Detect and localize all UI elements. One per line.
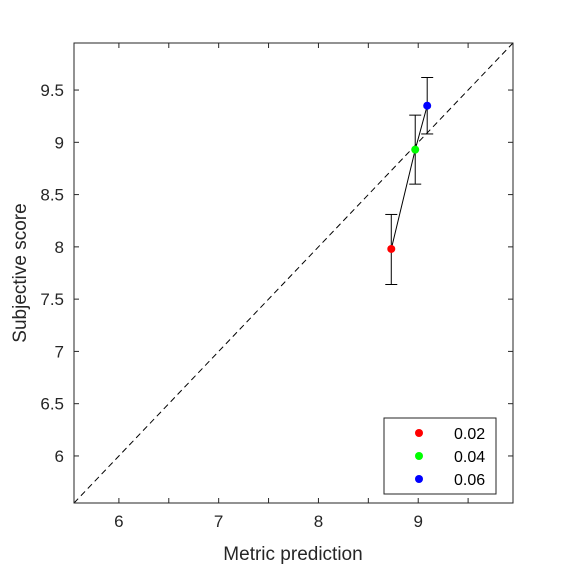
y-tick-label: 9	[55, 133, 64, 152]
data-point-0.02	[387, 244, 396, 253]
legend-label: 0.06	[454, 472, 485, 489]
legend-box	[383, 417, 497, 495]
y-tick-label: 7	[55, 342, 64, 361]
legend-label: 0.02	[454, 426, 485, 443]
y-tick-label: 9.5	[40, 81, 64, 100]
series-layer	[385, 77, 434, 285]
x-tick-label: 7	[214, 512, 223, 531]
x-tick-label: 6	[114, 512, 123, 531]
y-tick-label: 8	[55, 238, 64, 257]
y-axis-label: Subjective score	[10, 203, 31, 342]
axis-layer	[73, 42, 514, 504]
reference-layer	[73, 42, 514, 504]
legend-marker-0.02	[415, 429, 423, 437]
y-tick-label: 6	[55, 447, 64, 466]
x-tick-label: 9	[413, 512, 422, 531]
tick-label-layer: 6 7 8 9 6 6.5 7 7.5 8 8.5 9 9.5	[40, 81, 423, 531]
legend-marker-0.04	[415, 452, 423, 460]
y-tick-label: 6.5	[40, 395, 64, 414]
legend-marker-0.06	[415, 475, 423, 483]
reference-line	[73, 42, 514, 504]
axes-box	[73, 42, 514, 504]
x-tick-label: 8	[314, 512, 323, 531]
legend-label: 0.04	[454, 449, 485, 466]
legend: 0.02 0.04 0.06	[383, 417, 497, 495]
y-tick-label: 8.5	[40, 186, 64, 205]
y-tick-label: 7.5	[40, 290, 64, 309]
x-axis-label: Metric prediction	[223, 544, 362, 565]
data-point-0.06	[423, 101, 432, 110]
data-point-0.04	[411, 145, 420, 154]
